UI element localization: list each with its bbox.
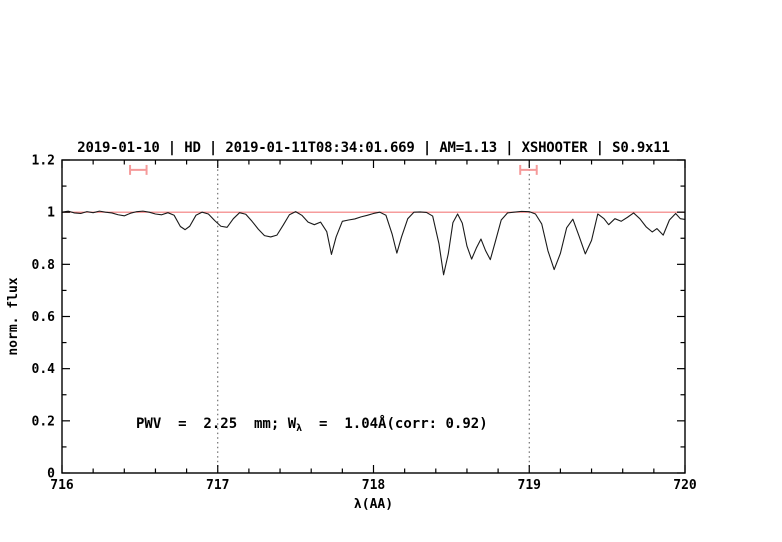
y-tick-label: 0.4 bbox=[32, 362, 56, 377]
plot-title: 2019-01-10 | HD | 2019-01-11T08:34:01.66… bbox=[77, 140, 669, 156]
y-tick-label: 0.2 bbox=[32, 414, 55, 429]
spectrum-line bbox=[61, 210, 686, 276]
x-tick-label: 716 bbox=[50, 478, 74, 493]
y-axis-label: norm. flux bbox=[6, 277, 21, 355]
plot-area: 716 717 718 719 720 0 0.2 0.4 0.6 0.8 1 1.2 bbox=[32, 154, 697, 494]
y-tick-label: 0.8 bbox=[32, 258, 56, 273]
pwv-annotation-subscript: λ bbox=[296, 423, 302, 434]
y-tick-label: 0 bbox=[47, 467, 55, 482]
x-tick-label: 717 bbox=[206, 478, 229, 493]
wavelength-range-markers bbox=[129, 164, 538, 175]
y-tick-label: 0.6 bbox=[32, 310, 56, 325]
x-tick-label: 718 bbox=[362, 478, 386, 493]
range-marker bbox=[519, 164, 538, 175]
axis-ticks bbox=[61, 159, 686, 474]
y-tick-label: 1 bbox=[47, 206, 55, 221]
pwv-annotation-post: = 1.04Å(corr: 0.92) bbox=[302, 415, 487, 432]
pwv-annotation-pre: PWV = 2.25 mm; W bbox=[136, 416, 297, 432]
x-tick-label: 719 bbox=[518, 478, 541, 493]
x-tick-label: 720 bbox=[673, 478, 697, 493]
x-axis-label: λ(AA) bbox=[354, 497, 393, 512]
range-marker bbox=[129, 164, 148, 175]
tick-labels: 716 717 718 719 720 0 0.2 0.4 0.6 0.8 1 1.2 bbox=[32, 154, 697, 494]
pwv-annotation: PWV = 2.25 mm; Wλ = 1.04Å(corr: 0.92) bbox=[136, 415, 488, 434]
y-tick-label: 1.2 bbox=[32, 154, 55, 169]
